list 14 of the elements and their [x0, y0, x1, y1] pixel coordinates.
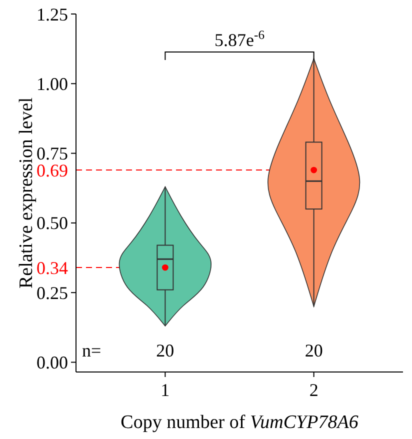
- annotation: 20: [304, 340, 323, 361]
- y-axis-title: Relative expression level: [16, 98, 37, 288]
- x-axis-title: Copy number of VumCYP78A6: [120, 412, 359, 433]
- y-tick-label: 0.25: [36, 282, 68, 303]
- annotation: 20: [156, 340, 174, 361]
- annotation: 5.87e$^{-6}$: [214, 28, 264, 50]
- x-tick-label: 2: [309, 380, 318, 400]
- y-tick-label: 1.25: [36, 4, 68, 24]
- x-tick-label: 1: [160, 380, 170, 400]
- y-tick-label: 0.50: [36, 213, 68, 234]
- y-tick-label: 1.00: [36, 74, 68, 94]
- ref-line-label: 0.34: [36, 258, 68, 278]
- y-tick-label: 0.00: [36, 352, 68, 373]
- annotation: n=: [82, 340, 102, 361]
